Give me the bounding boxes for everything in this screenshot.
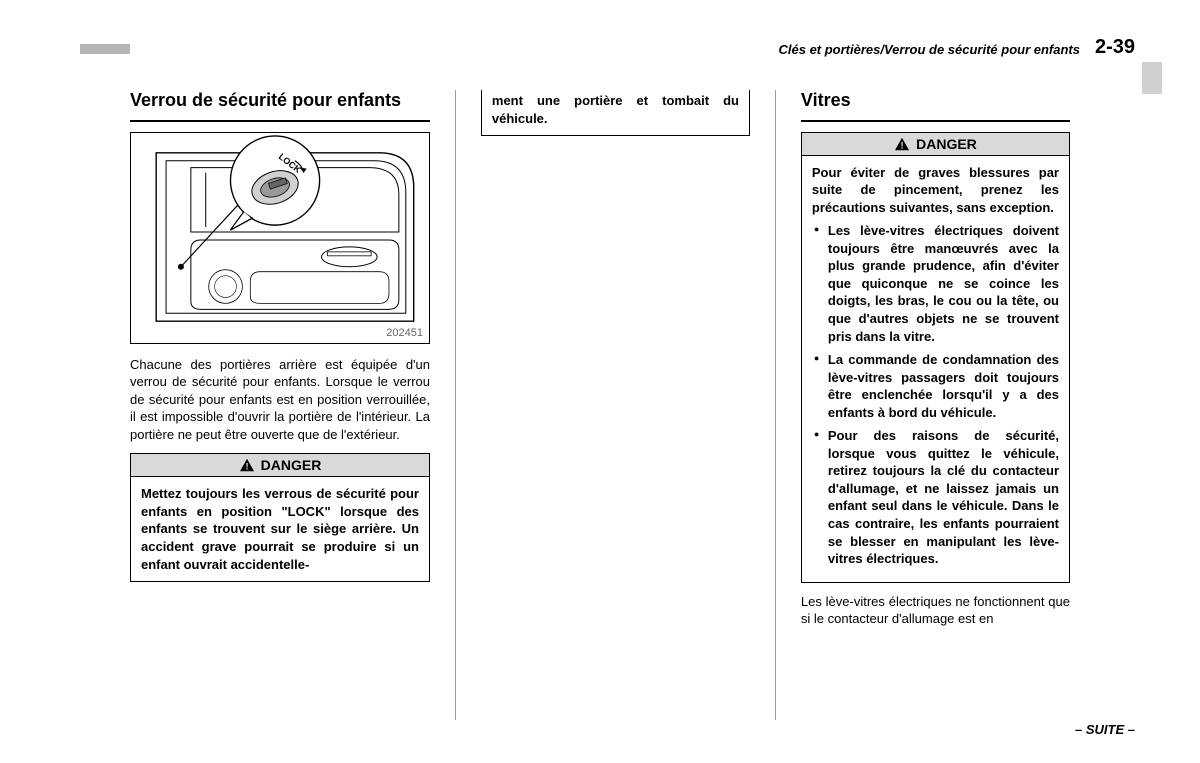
page-number: 2-39: [1095, 36, 1135, 59]
warning-icon: !: [239, 458, 255, 472]
section-heading-windows: Vitres: [801, 90, 1070, 112]
figure-number: 202451: [386, 327, 423, 339]
danger-box-2: ! DANGER Pour éviter de graves blessures…: [801, 132, 1070, 583]
paragraph-windows: Les lève-vitres électriques ne fonctionn…: [801, 593, 1070, 628]
danger-body-2: Pour éviter de graves blessures par suit…: [802, 156, 1069, 582]
danger-label-2: DANGER: [916, 136, 977, 152]
section-heading-child-lock: Verrou de sécurité pour enfants: [130, 90, 430, 112]
breadcrumb: Clés et portières/Verrou de sécurité pou…: [779, 42, 1081, 57]
content-columns: Verrou de sécurité pour enfants: [130, 90, 1070, 730]
side-tab: [1142, 62, 1162, 94]
column-divider-1: [455, 90, 456, 720]
danger-intro: Pour éviter de graves blessures par suit…: [812, 165, 1059, 215]
column-divider-2: [775, 90, 776, 720]
svg-text:!: !: [901, 140, 904, 150]
danger-box-1: ! DANGER Mettez toujours les verrous de …: [130, 453, 430, 582]
danger-bullet-list: Les lève-vitres électriques doivent touj…: [812, 222, 1059, 567]
danger-label-1: DANGER: [261, 457, 322, 473]
door-lock-illustration: LOCK: [131, 133, 429, 343]
header-gray-bar: [80, 44, 130, 54]
svg-text:!: !: [245, 462, 248, 472]
danger-header-1: ! DANGER: [131, 454, 429, 477]
continued-footer: – SUITE –: [1075, 722, 1135, 737]
column-1: Verrou de sécurité pour enfants: [130, 90, 430, 730]
heading-rule-2: [801, 120, 1070, 122]
column-3: Vitres ! DANGER Pour éviter de graves bl…: [801, 90, 1070, 730]
column-2: ment une portière et tombait du véhicule…: [481, 90, 750, 730]
paragraph-child-lock: Chacune des portières arrière est équipé…: [130, 356, 430, 444]
heading-rule: [130, 120, 430, 122]
danger-header-2: ! DANGER: [802, 133, 1069, 156]
danger-body-continuation: ment une portière et tombait du véhicule…: [481, 90, 750, 136]
figure-child-lock: LOCK 202451: [130, 132, 430, 344]
bullet-3: Pour des raisons de sécurité, lorsque vo…: [812, 427, 1059, 567]
bullet-2: La commande de condamnation des lève-vit…: [812, 351, 1059, 421]
warning-icon: !: [894, 137, 910, 151]
bullet-1: Les lève-vitres électriques doivent touj…: [812, 222, 1059, 345]
danger-body-1: Mettez toujours les verrous de sécurité …: [131, 477, 429, 581]
